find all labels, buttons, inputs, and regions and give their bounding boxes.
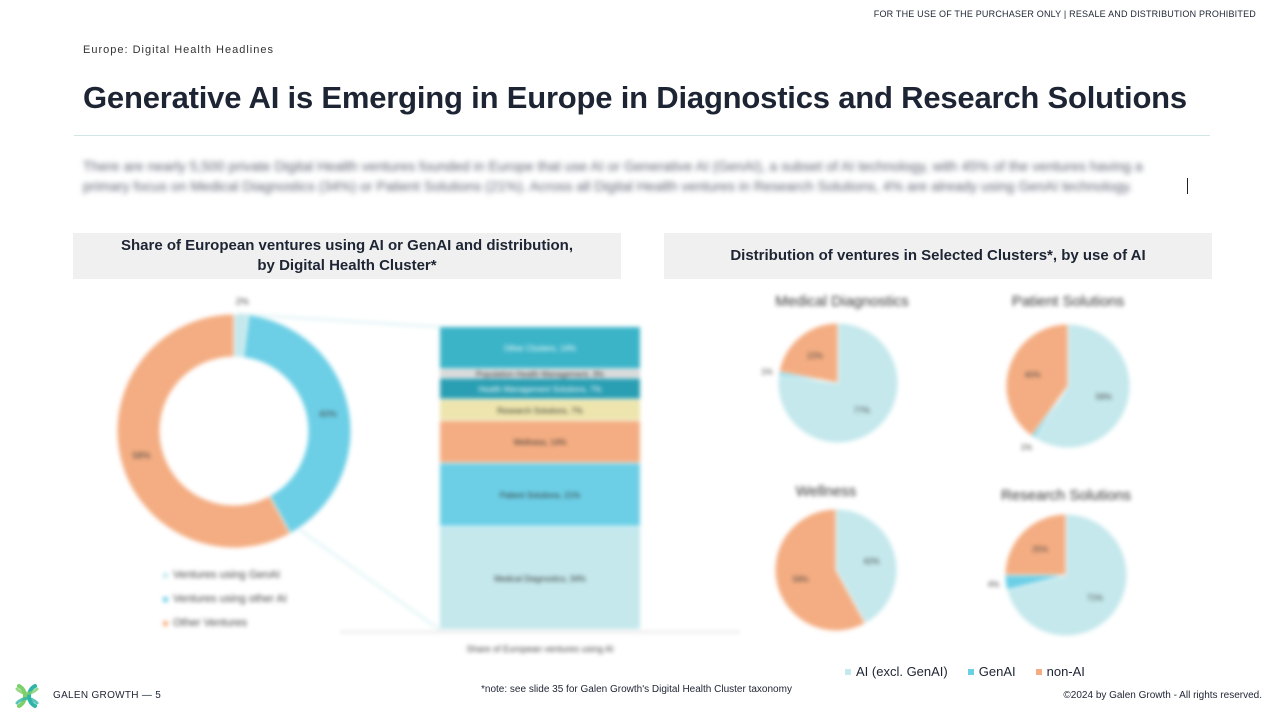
- donut-legend-swatch-1: [163, 597, 168, 602]
- donut-label-0: 2%: [236, 296, 249, 306]
- legend-item-genai: GenAI: [967, 664, 1016, 679]
- donut-slice-2: [116, 313, 292, 549]
- stacked-label-3: Research Solutions, 7%: [497, 406, 582, 415]
- stacked-segment-6: [440, 327, 640, 369]
- pie-1-slice-2: [1005, 323, 1069, 437]
- legend-label-ai: AI (excl. GenAI): [856, 664, 948, 679]
- pie-0-slice-0: [777, 322, 899, 444]
- pie-title-1: Patient Solutions: [1012, 293, 1125, 310]
- title-divider: [74, 135, 1210, 136]
- section-label: Europe: Digital Health Headlines: [83, 44, 274, 56]
- legend-swatch-ai: [845, 668, 851, 675]
- stacked-label-0: Medical Diagnostics, 34%: [494, 574, 586, 583]
- pie-0-slice-2: [778, 322, 839, 384]
- stacked-label-6: Other Clusters, 14%: [504, 344, 576, 353]
- disclaimer-text: FOR THE USE OF THE PURCHASER ONLY | RESA…: [873, 9, 1256, 19]
- pie-2-slice-2: [774, 508, 867, 632]
- pie-2-label-0: 42%: [863, 557, 879, 566]
- stacked-segment-4: [440, 378, 640, 399]
- galen-growth-logo-icon: [15, 684, 39, 708]
- brand-page-number: GALEN GROWTH — 5: [53, 690, 162, 701]
- donut-legend-label-2: Other Ventures: [173, 617, 247, 629]
- intro-paragraph: There are nearly 5,500 private Digital H…: [83, 158, 1143, 194]
- donut-label-2: 58%: [132, 451, 150, 461]
- stacked-segment-2: [440, 420, 640, 463]
- stacked-label-4: Health Management Solutions, 7%: [478, 385, 601, 394]
- pie-3-label-2: 25%: [1032, 545, 1048, 554]
- legend-label-nonai: non-AI: [1046, 664, 1085, 679]
- stacked-label-2: Wellness, 14%: [514, 438, 567, 447]
- legend-item-nonai: non-AI: [1035, 664, 1085, 679]
- connector-top: [237, 313, 441, 328]
- pie-3-label-1: 4%: [988, 580, 1000, 589]
- pie-2-slice-0: [835, 508, 898, 625]
- legend-swatch-nonai: [1035, 668, 1042, 675]
- pie-0-label-1: 1%: [761, 368, 773, 377]
- text-cursor: [1187, 178, 1188, 194]
- pie-1-slice-0: [1034, 323, 1131, 449]
- stacked-segment-3: [440, 399, 640, 420]
- donut-legend-swatch-2: [163, 621, 168, 626]
- donut-slice-1: [242, 314, 352, 535]
- left-panel-header: Share of European ventures using AI or G…: [73, 233, 621, 279]
- right-panel-header: Distribution of ventures in Selected Clu…: [664, 233, 1212, 279]
- pie-1-label-2: 40%: [1025, 371, 1041, 380]
- pie-title-0: Medical Diagnostics: [775, 293, 908, 310]
- stacked-segment-1: [440, 463, 640, 526]
- copyright: ©2024 by Galen Growth - All rights reser…: [1063, 690, 1262, 701]
- pie-1-label-0: 59%: [1096, 392, 1112, 401]
- stacked-label-1: Patient Solutions, 21%: [500, 491, 581, 500]
- pie-1-label-1: 1%: [1021, 443, 1033, 452]
- stacked-segment-0: [440, 526, 640, 629]
- stacked-segment-5: [440, 369, 640, 378]
- legend-item-ai: AI (excl. GenAI): [845, 664, 948, 679]
- legend-label-genai: GenAI: [978, 664, 1016, 679]
- pie-title-2: Wellness: [796, 483, 857, 500]
- page-title: Generative AI is Emerging in Europe in D…: [83, 80, 1187, 115]
- connector-bottom: [299, 529, 441, 631]
- pie-title-3: Research Solutions: [1001, 487, 1131, 504]
- pie-0-label-0: 77%: [854, 406, 870, 415]
- pie-3-slice-0: [1006, 513, 1128, 637]
- donut-legend-label-0: Ventures using GenAI: [173, 569, 280, 581]
- pie-3-label-0: 71%: [1087, 593, 1103, 602]
- pie-2-label-2: 58%: [793, 575, 809, 584]
- chart-legend: AI (excl. GenAI) GenAI non-AI: [845, 664, 1085, 679]
- pie-0-label-2: 22%: [807, 351, 823, 360]
- donut-legend-swatch-0: [163, 573, 168, 578]
- legend-swatch-genai: [967, 668, 974, 675]
- right-panel-title: Distribution of ventures in Selected Clu…: [730, 247, 1146, 264]
- stacked-label-5: Population Health Management, 3%: [476, 370, 604, 379]
- left-panel-title-line2: by Digital Health Cluster*: [257, 257, 437, 274]
- donut-label-1: 40%: [319, 409, 337, 419]
- pie-3-slice-2: [1004, 513, 1067, 576]
- left-panel-title-line1: Share of European ventures using AI or G…: [121, 237, 573, 254]
- footnote: *note: see slide 35 for Galen Growth's D…: [481, 684, 792, 695]
- stacked-axis-label: Share of European ventures using AI: [466, 644, 613, 654]
- donut-legend-label-1: Ventures using other AI: [173, 593, 287, 605]
